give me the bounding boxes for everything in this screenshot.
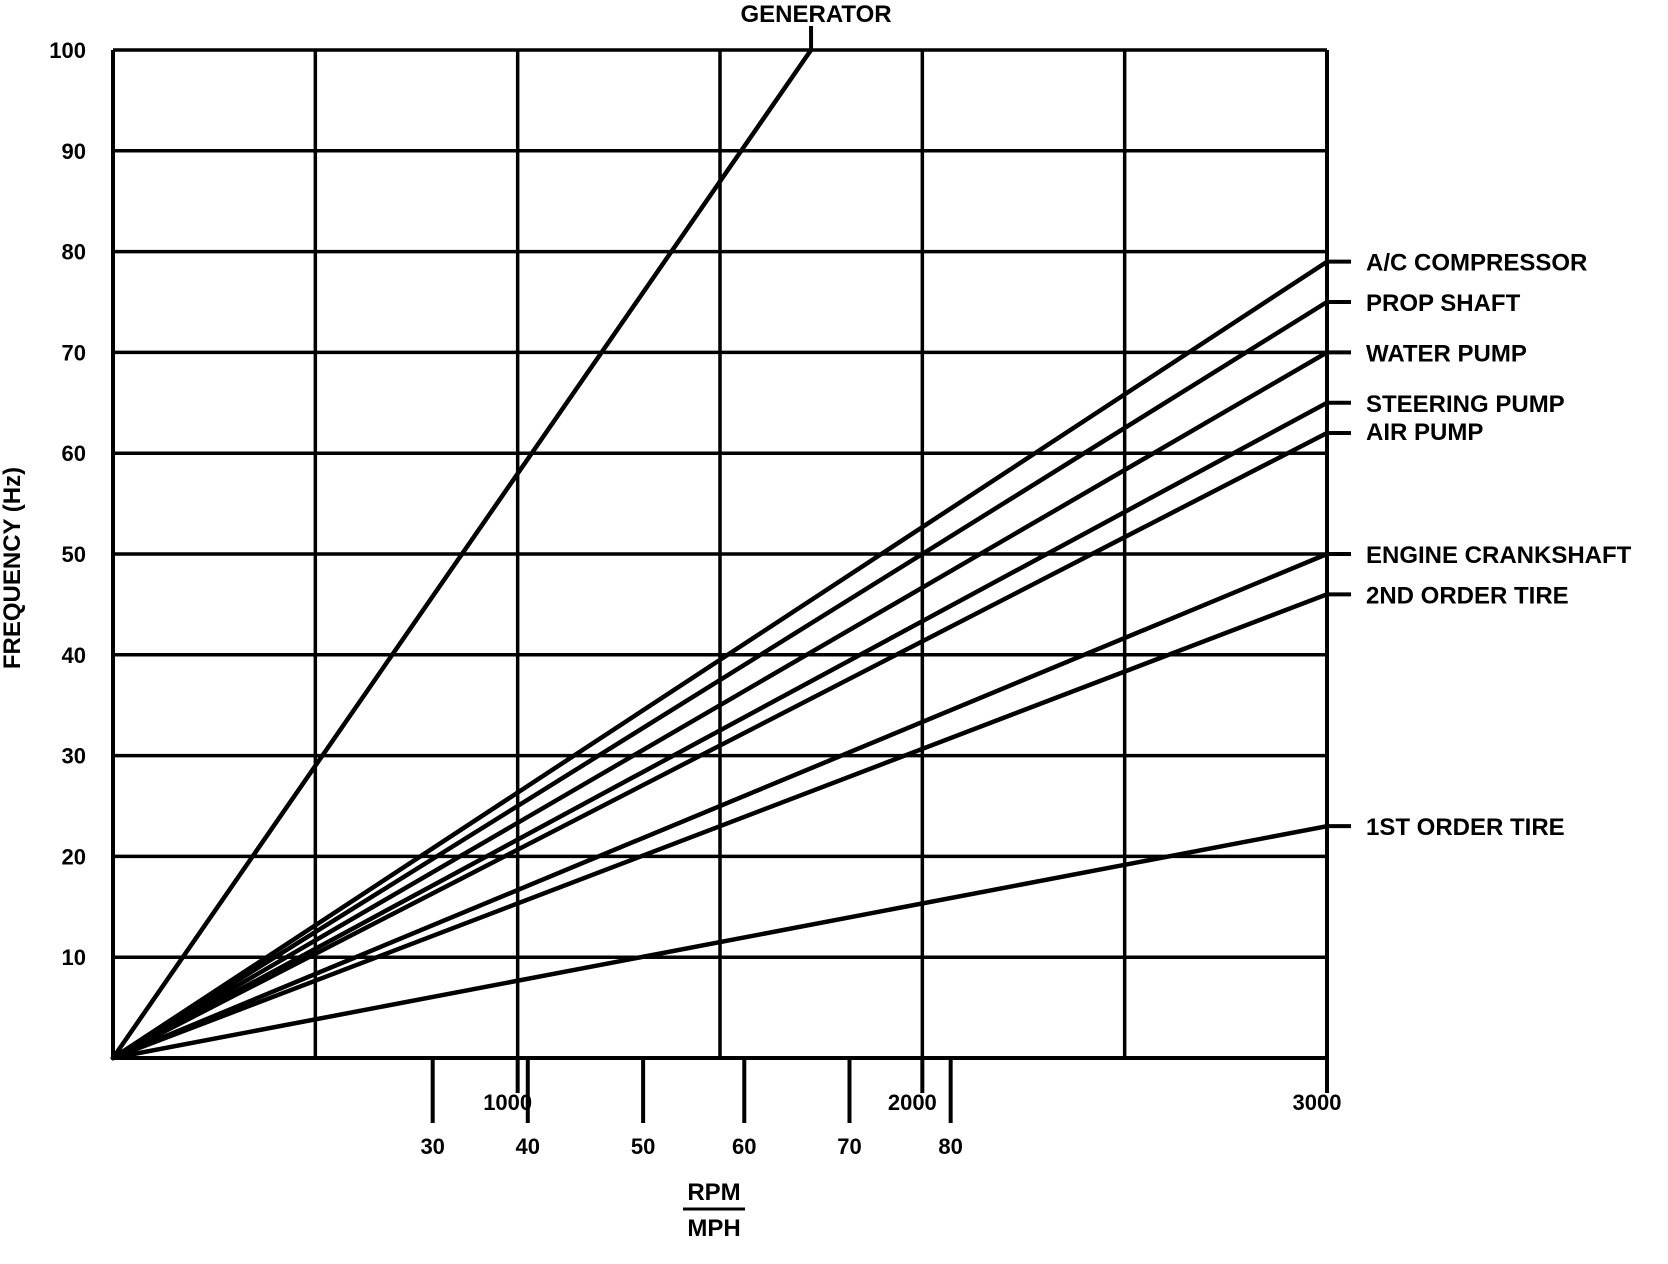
- rpm-tick-label-1000: 1000: [483, 1090, 532, 1115]
- series-line-water-pump: [110, 350, 1330, 1061]
- y-tick-label-90: 90: [62, 139, 86, 164]
- y-axis-ticks: 10 20 30 40 50 60 70 80 90 100: [49, 38, 86, 970]
- series-label-steering-pump: STEERING PUMP: [1366, 391, 1565, 418]
- mph-tick-label-30: 30: [420, 1134, 444, 1159]
- mph-tick-label-50: 50: [631, 1134, 655, 1159]
- series-label-a-c-compressor: A/C COMPRESSOR: [1366, 250, 1587, 277]
- y-tick-label-100: 100: [49, 38, 86, 63]
- series-label-generator: GENERATOR: [740, 1, 891, 28]
- series-line-generator: [110, 47, 814, 1061]
- rpm-tick-label-2000: 2000: [888, 1090, 937, 1115]
- series-line-prop-shaft: [110, 299, 1330, 1061]
- y-tick-label-60: 60: [62, 441, 86, 466]
- series-label-air-pump: AIR PUMP: [1366, 419, 1483, 446]
- series-label-prop-shaft: PROP SHAFT: [1366, 290, 1521, 317]
- y-tick-label-30: 30: [62, 744, 86, 769]
- y-tick-label-10: 10: [62, 945, 86, 970]
- mph-tick-label-70: 70: [837, 1134, 861, 1159]
- mph-tick-label-40: 40: [516, 1134, 540, 1159]
- x-axis-ticks: 1000 2000 3000 30 40 50 60 70 80: [420, 1058, 1341, 1159]
- x-axis-label-rpm: RPM: [687, 1179, 740, 1206]
- y-tick-label-20: 20: [62, 844, 86, 869]
- mph-tick-label-60: 60: [732, 1134, 756, 1159]
- y-tick-label-50: 50: [62, 542, 86, 567]
- series-label-1st-order-tire: 1ST ORDER TIRE: [1366, 814, 1565, 841]
- rpm-tick-label-3000: 3000: [1293, 1090, 1342, 1115]
- series-label-2nd-order-tire: 2ND ORDER TIRE: [1366, 582, 1569, 609]
- series-line-steering-pump: [110, 400, 1330, 1061]
- series-labels: GENERATOR A/C COMPRESSOR PROP SHAFT WATER P…: [740, 1, 1631, 841]
- series-line-engine-crankshaft: [110, 551, 1330, 1061]
- y-axis-label: FREQUENCY (Hz): [0, 467, 26, 669]
- mph-tick-label-80: 80: [938, 1134, 962, 1159]
- grid: [111, 48, 1329, 1060]
- y-tick-label-70: 70: [62, 340, 86, 365]
- series-label-engine-crankshaft: ENGINE CRANKSHAFT: [1366, 542, 1632, 569]
- series-line-2nd-order-tire: [110, 592, 1330, 1061]
- series-line-air-pump: [110, 430, 1330, 1061]
- x-axis-label-mph: MPH: [687, 1215, 740, 1242]
- y-tick-label-80: 80: [62, 240, 86, 265]
- series-line-a-c-compressor: [110, 259, 1330, 1061]
- series-line-1st-order-tire: [110, 823, 1330, 1061]
- y-tick-label-40: 40: [62, 643, 86, 668]
- series-lines: [110, 47, 1330, 1061]
- series-label-water-pump: WATER PUMP: [1366, 340, 1527, 367]
